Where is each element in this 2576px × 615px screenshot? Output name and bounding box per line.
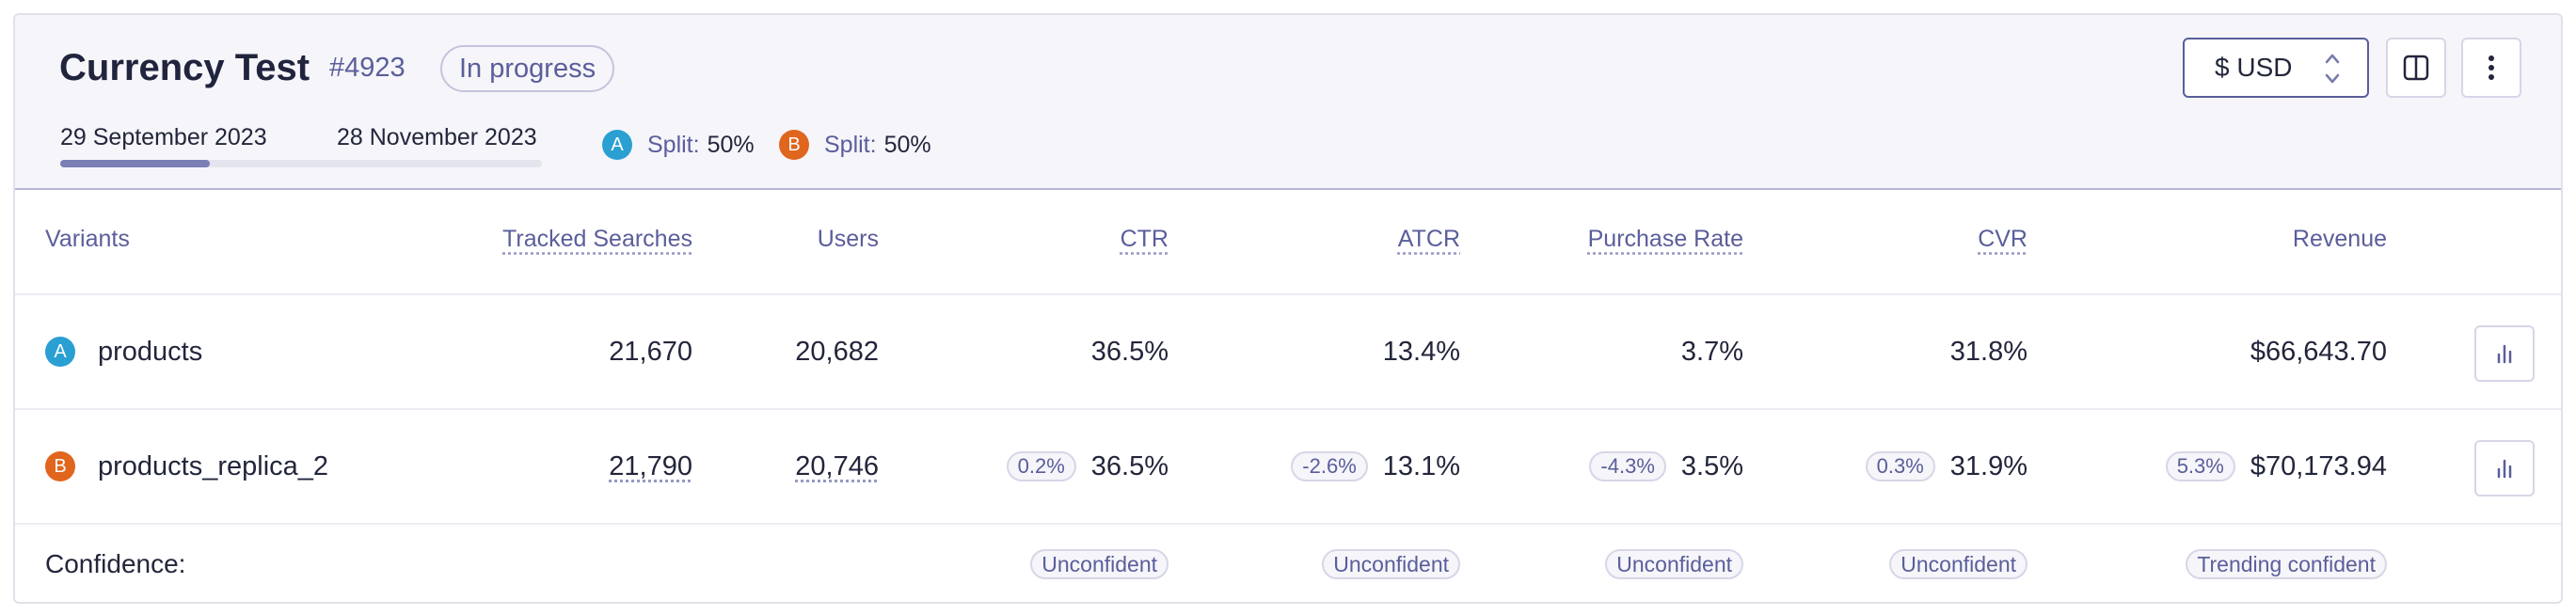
header-ctr[interactable]: CTR xyxy=(1120,226,1169,252)
table-header: Variants Tracked Searches Users CTR ATCR… xyxy=(15,190,2561,295)
table-row-variant-b: B products_replica_2 21,790 20,746 0.2% … xyxy=(15,410,2561,525)
status-badge: In progress xyxy=(440,45,615,92)
split-b-label: Split: xyxy=(824,131,877,158)
split-variant-b: B Split: 50% xyxy=(779,130,931,160)
variant-a-badge: A xyxy=(602,130,632,160)
tracked-searches-value[interactable]: 21,790 xyxy=(609,450,692,481)
revenue-value: $70,173.94 xyxy=(2250,450,2387,481)
purchase-rate-delta-badge: -4.3% xyxy=(1589,451,1666,481)
revenue-delta-badge: 5.3% xyxy=(2165,451,2235,481)
experiment-progress-fill xyxy=(60,160,210,167)
confidence-row: Confidence: Unconfident Unconfident Unco… xyxy=(15,525,2561,602)
split-panel-button[interactable] xyxy=(2386,38,2446,98)
tracked-searches-value: 21,670 xyxy=(609,336,692,367)
header-tracked-searches[interactable]: Tracked Searches xyxy=(502,226,692,252)
revenue-value: $66,643.70 xyxy=(2250,336,2387,367)
end-date: 28 November 2023 xyxy=(337,124,537,150)
header-users: Users xyxy=(817,226,879,252)
bar-chart-icon xyxy=(2497,344,2512,364)
bar-chart-icon xyxy=(2497,459,2512,479)
confidence-label: Confidence: xyxy=(45,549,186,578)
confidence-cvr-badge: Unconfident xyxy=(1889,549,2027,579)
ctr-cell: 0.2% 36.5% xyxy=(1006,410,1169,523)
revenue-cell: 5.3% $70,173.94 xyxy=(2165,410,2387,523)
experiment-progress-bar xyxy=(60,160,542,167)
atcr-delta-badge: -2.6% xyxy=(1291,451,1368,481)
header-cvr[interactable]: CVR xyxy=(1978,226,2027,252)
atcr-value: 13.4% xyxy=(1382,336,1460,367)
header-atcr[interactable]: ATCR xyxy=(1397,226,1460,252)
variant-a-badge: A xyxy=(45,337,75,367)
atcr-value: 13.1% xyxy=(1382,450,1460,481)
split-panel-icon xyxy=(2403,55,2429,81)
split-a-label: Split: xyxy=(647,131,700,158)
start-date: 29 September 2023 xyxy=(60,124,267,150)
confidence-ctr-badge: Unconfident xyxy=(1030,549,1169,579)
ctr-value: 36.5% xyxy=(1090,336,1169,367)
currency-select[interactable]: $ USD xyxy=(2183,38,2369,98)
variant-name: products xyxy=(98,336,203,367)
variant-name: products_replica_2 xyxy=(98,450,329,481)
users-value: 20,682 xyxy=(795,336,879,367)
experiment-header: Currency Test #4923 In progress 29 Septe… xyxy=(15,15,2561,190)
users-value[interactable]: 20,746 xyxy=(795,450,879,481)
chevron-up-down-icon xyxy=(2324,51,2341,89)
variant-cell: A products xyxy=(45,295,202,408)
more-options-button[interactable] xyxy=(2461,38,2521,98)
variant-cell: B products_replica_2 xyxy=(45,410,328,523)
cvr-value: 31.9% xyxy=(1949,450,2027,481)
split-a-value: 50% xyxy=(707,131,755,158)
cvr-cell: 0.3% 31.9% xyxy=(1865,410,2027,523)
header-purchase-rate[interactable]: Purchase Rate xyxy=(1587,226,1743,252)
variant-b-badge: B xyxy=(45,451,75,481)
cvr-value: 31.8% xyxy=(1949,336,2027,367)
confidence-revenue-badge: Trending confident xyxy=(2186,549,2387,579)
confidence-atcr-badge: Unconfident xyxy=(1322,549,1460,579)
purchase-rate-cell: -4.3% 3.5% xyxy=(1589,410,1743,523)
experiment-title: Currency Test xyxy=(59,47,310,88)
split-b-value: 50% xyxy=(883,131,931,158)
more-vertical-icon xyxy=(2489,55,2494,80)
purchase-rate-value: 3.7% xyxy=(1680,336,1743,367)
header-revenue: Revenue xyxy=(2292,226,2387,252)
cvr-delta-badge: 0.3% xyxy=(1865,451,1935,481)
experiment-id: #4923 xyxy=(329,53,405,83)
currency-select-value: $ USD xyxy=(2215,53,2293,82)
atcr-cell: -2.6% 13.1% xyxy=(1291,410,1460,523)
purchase-rate-value: 3.5% xyxy=(1680,450,1743,481)
ctr-value: 36.5% xyxy=(1090,450,1169,481)
variant-b-badge: B xyxy=(779,130,809,160)
ctr-delta-badge: 0.2% xyxy=(1006,451,1076,481)
row-chart-button[interactable] xyxy=(2474,325,2535,382)
header-variants: Variants xyxy=(45,226,130,252)
experiment-card: Currency Test #4923 In progress 29 Septe… xyxy=(13,13,2563,604)
row-chart-button[interactable] xyxy=(2474,440,2535,497)
table-row-variant-a: A products 21,670 20,682 36.5% 13.4% 3.7… xyxy=(15,295,2561,410)
split-variant-a: A Split: 50% xyxy=(602,130,755,160)
confidence-purchase-rate-badge: Unconfident xyxy=(1605,549,1743,579)
